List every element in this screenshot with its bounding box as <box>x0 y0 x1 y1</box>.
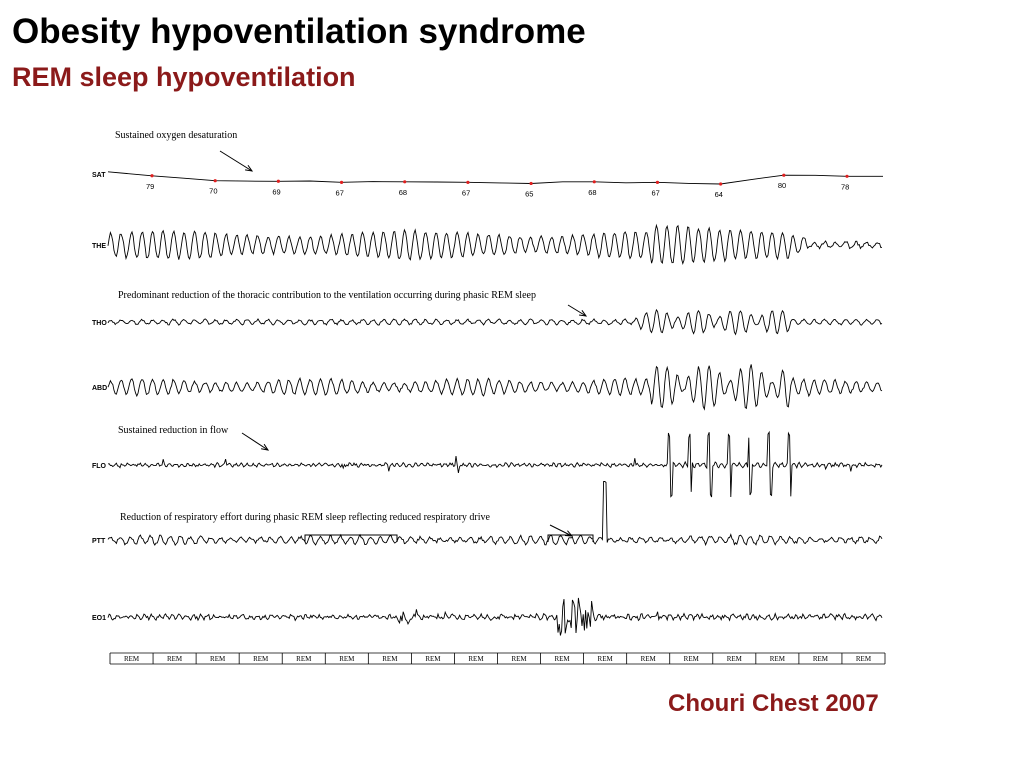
epoch-label: REM <box>856 655 872 663</box>
epoch-label: REM <box>468 655 484 663</box>
epoch-label: REM <box>382 655 398 663</box>
sat-marker <box>782 173 786 177</box>
epoch-label: REM <box>770 655 786 663</box>
arrow-head <box>564 530 574 537</box>
epoch-label: REM <box>511 655 527 663</box>
sat-value-label: 67 <box>336 188 344 197</box>
sat-value-label: 67 <box>462 188 470 197</box>
sat-value-label: 68 <box>399 188 407 197</box>
channel-label-tho: THO <box>92 320 107 327</box>
sleep-stage-bar: REM REM REM REM REM REM REM REM REM REM REM REM REM R… <box>109 652 886 665</box>
sat-marker <box>592 180 596 184</box>
channel-label-sat: SAT <box>92 172 106 179</box>
sat-value-label: 69 <box>272 187 280 196</box>
ptt-bracket <box>547 534 594 542</box>
chart-annotations: Sustained oxygen desaturation Predominant… <box>115 130 594 542</box>
sat-marker <box>213 179 217 183</box>
epoch-label: REM <box>296 655 312 663</box>
sat-value-label: 67 <box>651 188 659 197</box>
arrow-head <box>245 164 254 172</box>
epoch-label: REM <box>339 655 355 663</box>
annotation-4: Reduction of respiratory effort during p… <box>120 512 491 523</box>
sat-value-label: 65 <box>525 189 533 198</box>
sat-value-label: 68 <box>588 188 596 197</box>
epoch-label: REM <box>554 655 570 663</box>
sat-trace <box>107 171 883 185</box>
channel-label-ptt: PTT <box>92 538 106 545</box>
epoch-label: REM <box>253 655 269 663</box>
annotation-arrow <box>549 524 573 537</box>
sat-value-label: 70 <box>209 187 217 196</box>
epoch-label: REM <box>210 655 226 663</box>
ptt-trace <box>107 481 883 547</box>
eo1-trace <box>107 597 883 636</box>
channel-label-the: THE <box>92 243 106 250</box>
annotation-arrow <box>241 432 269 451</box>
tho-trace <box>107 308 883 336</box>
sat-marker <box>845 174 849 178</box>
sat-marker <box>655 180 660 184</box>
sat-marker <box>403 180 407 184</box>
annotation-arrow <box>219 150 253 172</box>
arrow-head <box>579 310 588 317</box>
channel-label-abd: ABD <box>92 385 107 392</box>
channel-label-eo1: EO1 <box>92 615 106 622</box>
signal-traces <box>107 171 883 636</box>
sat-marker <box>150 174 154 178</box>
sat-marker <box>529 181 533 186</box>
epoch-label: REM <box>641 655 657 663</box>
saturation-values: 79 70 69 67 68 67 65 68 67 64 80 78 <box>146 173 849 199</box>
the-trace <box>107 223 883 266</box>
abd-trace <box>107 364 883 411</box>
epoch-label: REM <box>598 655 614 663</box>
epoch-label: REM <box>684 655 700 663</box>
slide-title: Obesity hypoventilation syndrome <box>12 12 586 51</box>
epoch-label: REM <box>124 655 140 663</box>
sat-marker <box>339 180 344 184</box>
annotation-3: Sustained reduction in flow <box>118 425 229 436</box>
sat-value-label: 80 <box>778 181 786 190</box>
citation: Chouri Chest 2007 <box>668 690 879 717</box>
arrow-head <box>261 443 270 451</box>
sat-value-label: 64 <box>715 190 723 199</box>
annotation-arrow <box>567 304 587 317</box>
epoch-label: REM <box>167 655 183 663</box>
sat-marker <box>719 182 723 186</box>
sat-value-label: 79 <box>146 182 154 191</box>
annotation-1: Sustained oxygen desaturation <box>115 130 237 141</box>
annotation-2: Predominant reduction of the thoracic co… <box>118 290 536 301</box>
epoch-label: REM <box>813 655 829 663</box>
channel-labels: SAT THE THO ABD FLO PTT EO1 <box>92 172 107 622</box>
ptt-bracket <box>304 534 398 542</box>
sat-marker <box>466 180 470 184</box>
flo-trace <box>107 430 883 498</box>
epoch-label: REM <box>425 655 441 663</box>
polysomnography-chart: SAT THE THO ABD FLO PTT EO1 79 70 69 67 68 67 65 68 67… <box>92 130 886 665</box>
epoch-label: REM <box>727 655 743 663</box>
slide-subtitle: REM sleep hypoventilation <box>12 62 356 92</box>
sat-marker <box>276 179 280 183</box>
sat-value-label: 78 <box>841 182 849 191</box>
channel-label-flo: FLO <box>92 463 107 470</box>
